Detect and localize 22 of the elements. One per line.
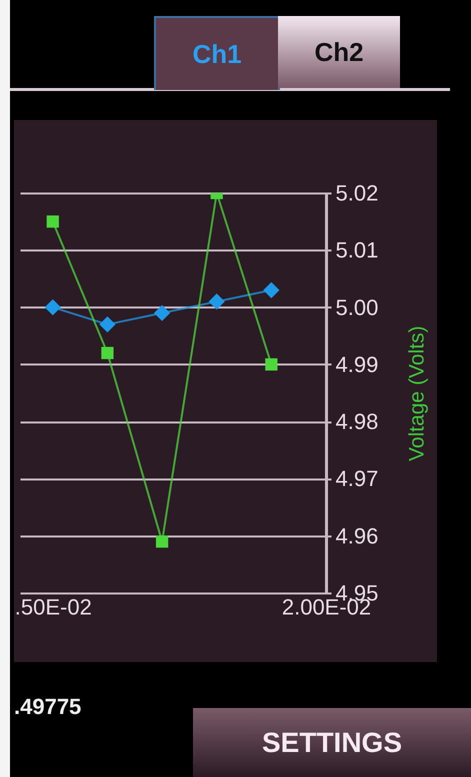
point xyxy=(44,299,61,316)
y-axis-title: Voltage (Volts) xyxy=(406,326,428,462)
point xyxy=(265,358,278,371)
text: .49775 xyxy=(14,694,82,719)
tab-button: Ch1 xyxy=(154,16,280,90)
point xyxy=(46,215,59,228)
tab-button: Ch2 xyxy=(278,16,400,88)
point xyxy=(101,346,114,360)
y-tick-label: 5.01 xyxy=(336,238,378,263)
y-tick-label: 4.98 xyxy=(336,409,378,434)
point xyxy=(263,282,280,298)
y-tick-label: 4.99 xyxy=(336,352,378,377)
point xyxy=(154,304,170,322)
y-tick-label: 5.00 xyxy=(336,294,378,320)
y-tick-label: 4.97 xyxy=(336,466,378,492)
settings-button: SETTINGS xyxy=(193,708,471,777)
y-tick-label: 4.96 xyxy=(336,523,378,548)
point xyxy=(208,294,225,310)
y-tick-label: 5.02 xyxy=(336,180,378,206)
point xyxy=(99,316,116,332)
x-tick-label: .50E-02 xyxy=(14,594,92,620)
point xyxy=(156,535,168,548)
